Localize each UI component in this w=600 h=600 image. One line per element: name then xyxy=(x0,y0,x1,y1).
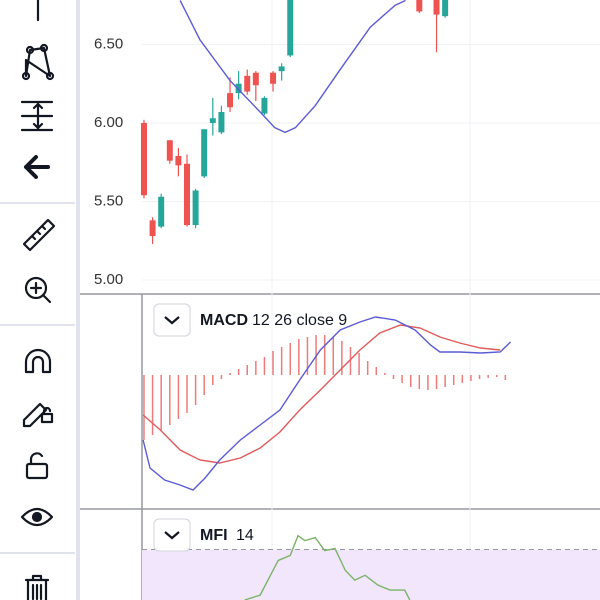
zoom-tool[interactable] xyxy=(24,276,52,304)
pattern-tool[interactable] xyxy=(21,43,55,81)
candle-body xyxy=(209,118,216,123)
indicator-params: 14 xyxy=(236,527,254,544)
candle-body xyxy=(278,66,285,72)
candle-body xyxy=(218,111,225,133)
indicator-line xyxy=(142,324,501,464)
mfi-legend[interactable]: MFI 14 xyxy=(153,518,254,552)
candle-body xyxy=(192,190,199,226)
collapse-button[interactable] xyxy=(153,518,191,552)
candle-body xyxy=(270,72,277,84)
candle-body xyxy=(416,0,423,12)
y-tick-label: 6.50 xyxy=(94,35,123,52)
candle-body xyxy=(166,140,173,161)
delete-tool[interactable] xyxy=(24,574,50,600)
ruler-tool[interactable] xyxy=(22,218,56,252)
visibility-tool[interactable] xyxy=(20,507,54,527)
candle-body xyxy=(175,155,182,166)
price-pane xyxy=(140,0,600,281)
candle-body xyxy=(201,129,208,177)
lock-tool[interactable] xyxy=(25,452,49,480)
candle-body xyxy=(158,196,165,227)
candle-body xyxy=(244,75,251,92)
y-tick-label: 6.00 xyxy=(94,114,123,131)
toolbar xyxy=(0,0,80,600)
lock-drawing-tool[interactable] xyxy=(22,402,54,428)
toolbar-border xyxy=(76,0,80,600)
candle-body xyxy=(149,220,156,237)
candle-body xyxy=(235,83,242,94)
magnet-tool[interactable] xyxy=(24,348,52,374)
indicator-line xyxy=(142,316,512,491)
candle-body xyxy=(433,0,440,15)
back-tool[interactable] xyxy=(24,155,50,179)
y-tick-label: 5.00 xyxy=(94,271,123,288)
chevron xyxy=(164,531,180,540)
macd-legend[interactable]: MACD 12 26 close 9 xyxy=(153,303,347,337)
chevron xyxy=(164,316,180,325)
crosshair-tool[interactable] xyxy=(30,0,46,22)
macd-pane xyxy=(142,316,512,491)
y-tick-label: 5.50 xyxy=(94,192,123,209)
collapse-button[interactable] xyxy=(153,303,191,337)
candle-body xyxy=(261,97,268,114)
indicator-line xyxy=(244,534,411,600)
indicator-name: MACD xyxy=(200,312,248,329)
candle-body xyxy=(287,0,294,56)
candle-body xyxy=(183,163,190,226)
indicator-params: 12 26 close 9 xyxy=(252,312,347,329)
candle-body xyxy=(227,93,234,108)
candle-body xyxy=(140,122,147,196)
band-fill xyxy=(142,549,600,600)
measure-tool[interactable] xyxy=(20,100,54,132)
indicator-line xyxy=(179,0,406,134)
mfi-pane xyxy=(142,534,600,600)
candle-body xyxy=(442,0,449,17)
candle-body xyxy=(252,72,259,86)
indicator-name: MFI xyxy=(200,527,228,544)
